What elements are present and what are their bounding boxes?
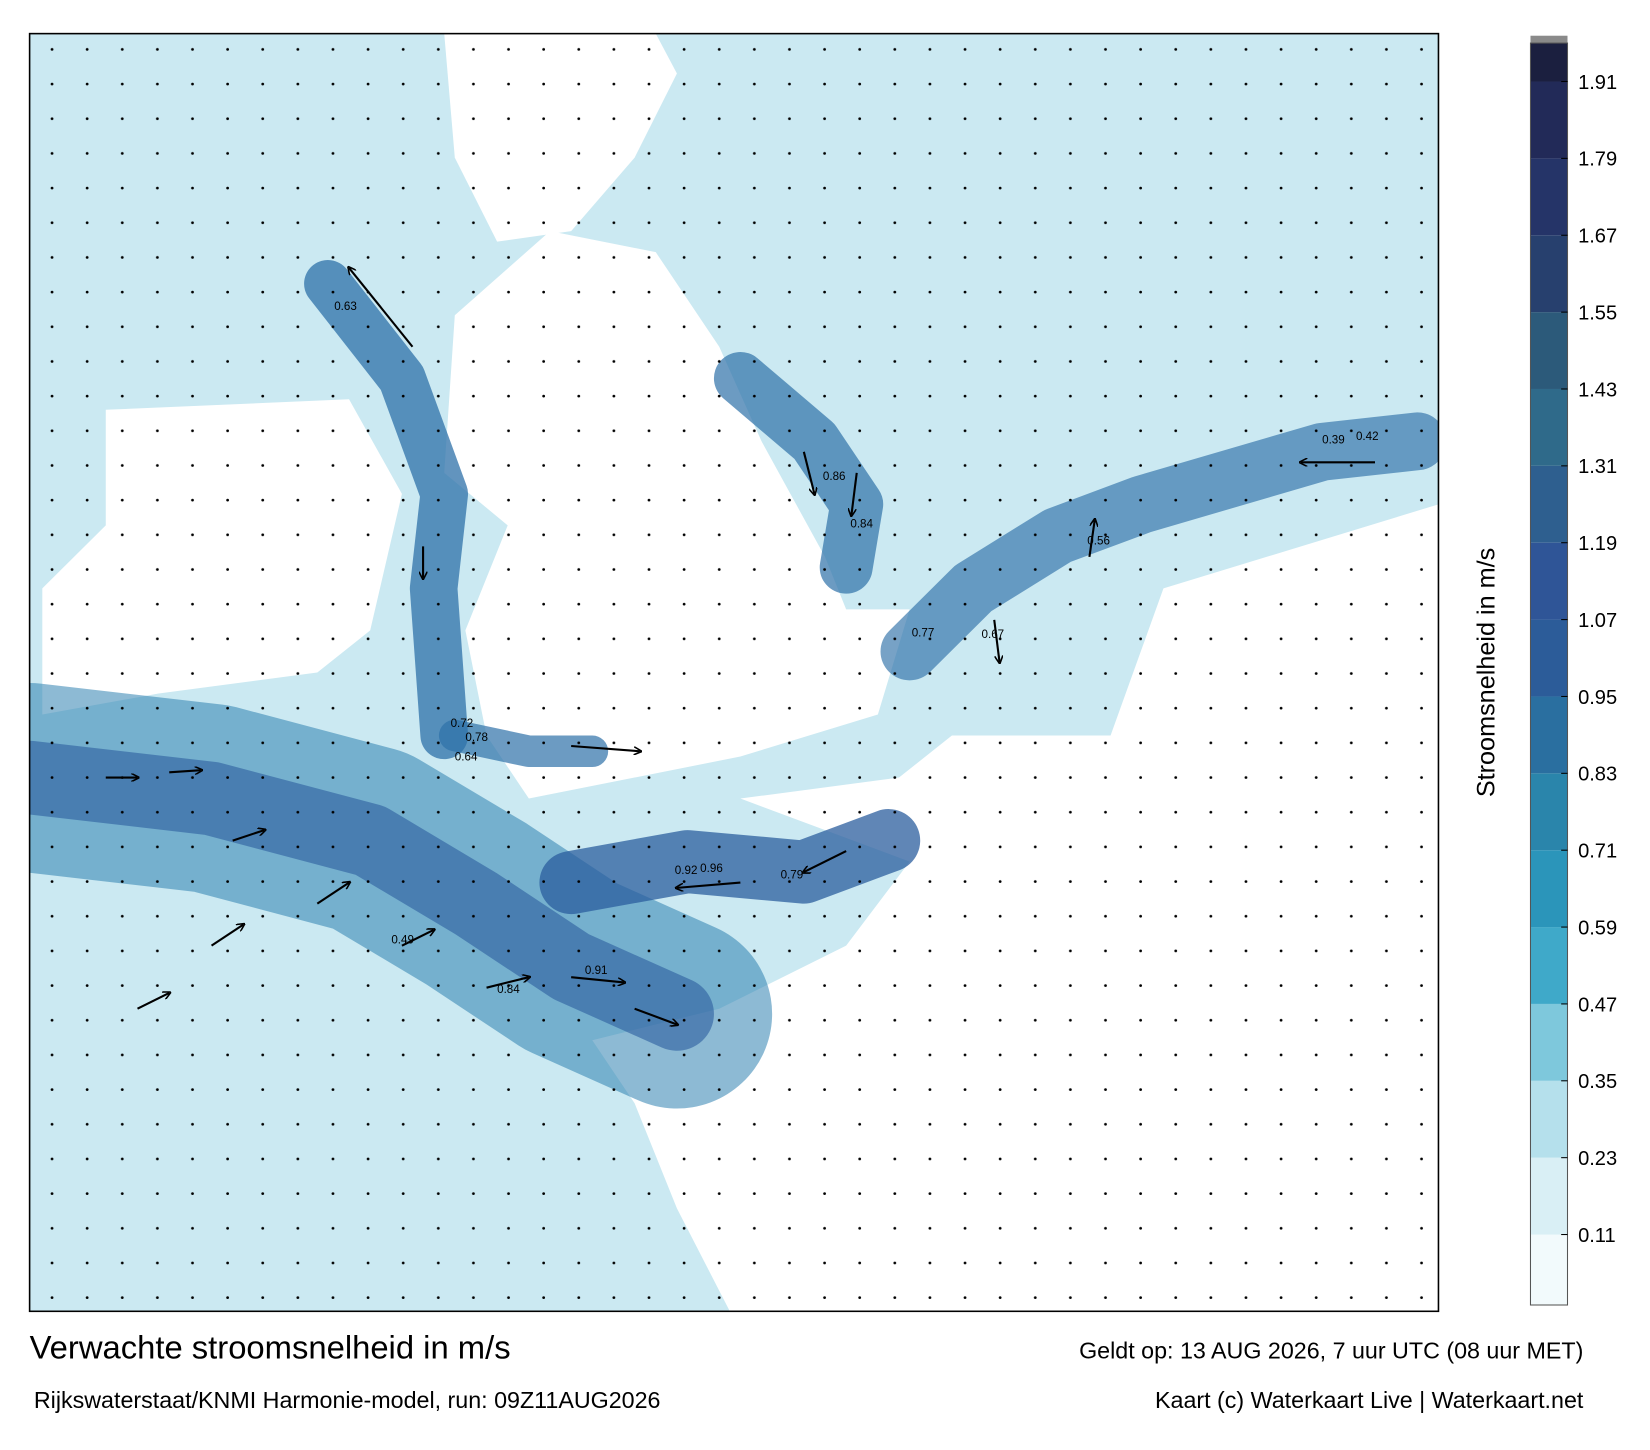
current-arrows xyxy=(105,268,1375,1025)
colorbar-band xyxy=(1530,1157,1568,1235)
colorbar-tick-label: 1.07 xyxy=(1578,610,1617,632)
value-label: 0.67 xyxy=(982,629,1005,641)
colorbar-band xyxy=(1530,1234,1568,1305)
value-labels: 0.78 0.92 0.96 0.79 0.84 0.86 0.63 0.72 … xyxy=(334,301,1378,996)
credit: Kaart (c) Waterkaart Live | Waterkaart.n… xyxy=(1155,1387,1584,1413)
colorbar-band xyxy=(1530,1080,1568,1158)
colorbar-band xyxy=(1530,619,1568,697)
colorbar-tick-label: 0.47 xyxy=(1578,994,1617,1016)
colorbar-tick-label: 1.91 xyxy=(1578,72,1617,94)
colorbar-tick-label: 0.95 xyxy=(1578,687,1617,709)
colorbar-band xyxy=(1530,542,1568,620)
colorbar-label: Stroomsnelheid in m/s xyxy=(1472,548,1500,797)
map-area: 0.78 0.92 0.96 0.79 0.84 0.86 0.63 0.72 … xyxy=(29,33,1439,1312)
value-label: 0.96 xyxy=(700,863,723,875)
value-label: 0.49 xyxy=(391,935,414,947)
colorbar: 0.11 0.23 0.35 0.47 0.59 0.71 0.83 0.95 1.07 1.19… xyxy=(1529,35,1617,1306)
colorbar-tick-label: 1.79 xyxy=(1578,149,1617,171)
value-label: 0.63 xyxy=(334,301,357,313)
colorbar-band xyxy=(1530,927,1568,1004)
colorbar-band xyxy=(1530,1003,1568,1081)
colorbar-band xyxy=(1530,235,1568,313)
colorbar-band xyxy=(1530,773,1568,851)
colorbar-band xyxy=(1530,465,1568,543)
colorbar-tick-label: 0.59 xyxy=(1578,917,1617,939)
map-frame xyxy=(28,32,1440,1313)
value-label: 0.64 xyxy=(455,752,478,764)
colorbar-tick-label: 1.31 xyxy=(1578,456,1617,478)
title: Verwachte stroomsnelheid in m/s xyxy=(30,1329,511,1366)
colorbar-tick-label: 0.23 xyxy=(1578,1148,1617,1170)
valid-time: Geldt op: 13 AUG 2026, 7 uur UTC (08 uur… xyxy=(1079,1338,1583,1364)
colorbar-band xyxy=(1530,388,1568,466)
value-label: 0.78 xyxy=(465,732,488,744)
colorbar-band xyxy=(1530,81,1568,159)
grid-dots xyxy=(29,33,1439,1312)
value-label: 0.77 xyxy=(912,628,935,640)
value-label: 0.84 xyxy=(850,518,873,530)
colorbar-cap xyxy=(1530,35,1568,44)
colorbar-band xyxy=(1530,850,1568,928)
colorbar-frame xyxy=(1529,42,1569,1306)
value-label: 0.92 xyxy=(675,865,698,877)
colorbar-tick-label: 0.71 xyxy=(1578,841,1617,863)
colorbar-tick-label: 0.11 xyxy=(1578,1225,1616,1247)
colorbar-band xyxy=(1530,312,1568,389)
colorbar-tick-label: 1.19 xyxy=(1578,533,1617,555)
value-label: 0.79 xyxy=(781,869,804,881)
value-label: 0.39 xyxy=(1322,434,1345,446)
value-label: 0.42 xyxy=(1356,431,1379,443)
colorbar-tick-label: 1.55 xyxy=(1578,303,1617,325)
value-label: 0.56 xyxy=(1087,535,1110,547)
colorbar-tick-label: 0.83 xyxy=(1578,764,1617,786)
value-label: 0.72 xyxy=(451,718,474,730)
value-label: 0.91 xyxy=(585,965,608,977)
value-label: 0.84 xyxy=(497,984,520,996)
colorbar-band xyxy=(1530,43,1568,82)
colorbar-tick-label: 1.43 xyxy=(1578,379,1617,401)
colorbar-tick-label: 1.67 xyxy=(1578,226,1617,248)
subtitle: Rijkswaterstaat/KNMI Harmonie-model, run… xyxy=(34,1387,661,1413)
colorbar-band xyxy=(1530,696,1568,774)
value-label: 0.86 xyxy=(823,471,846,483)
colorbar-band xyxy=(1530,158,1568,236)
colorbar-tick-label: 0.35 xyxy=(1578,1071,1617,1093)
